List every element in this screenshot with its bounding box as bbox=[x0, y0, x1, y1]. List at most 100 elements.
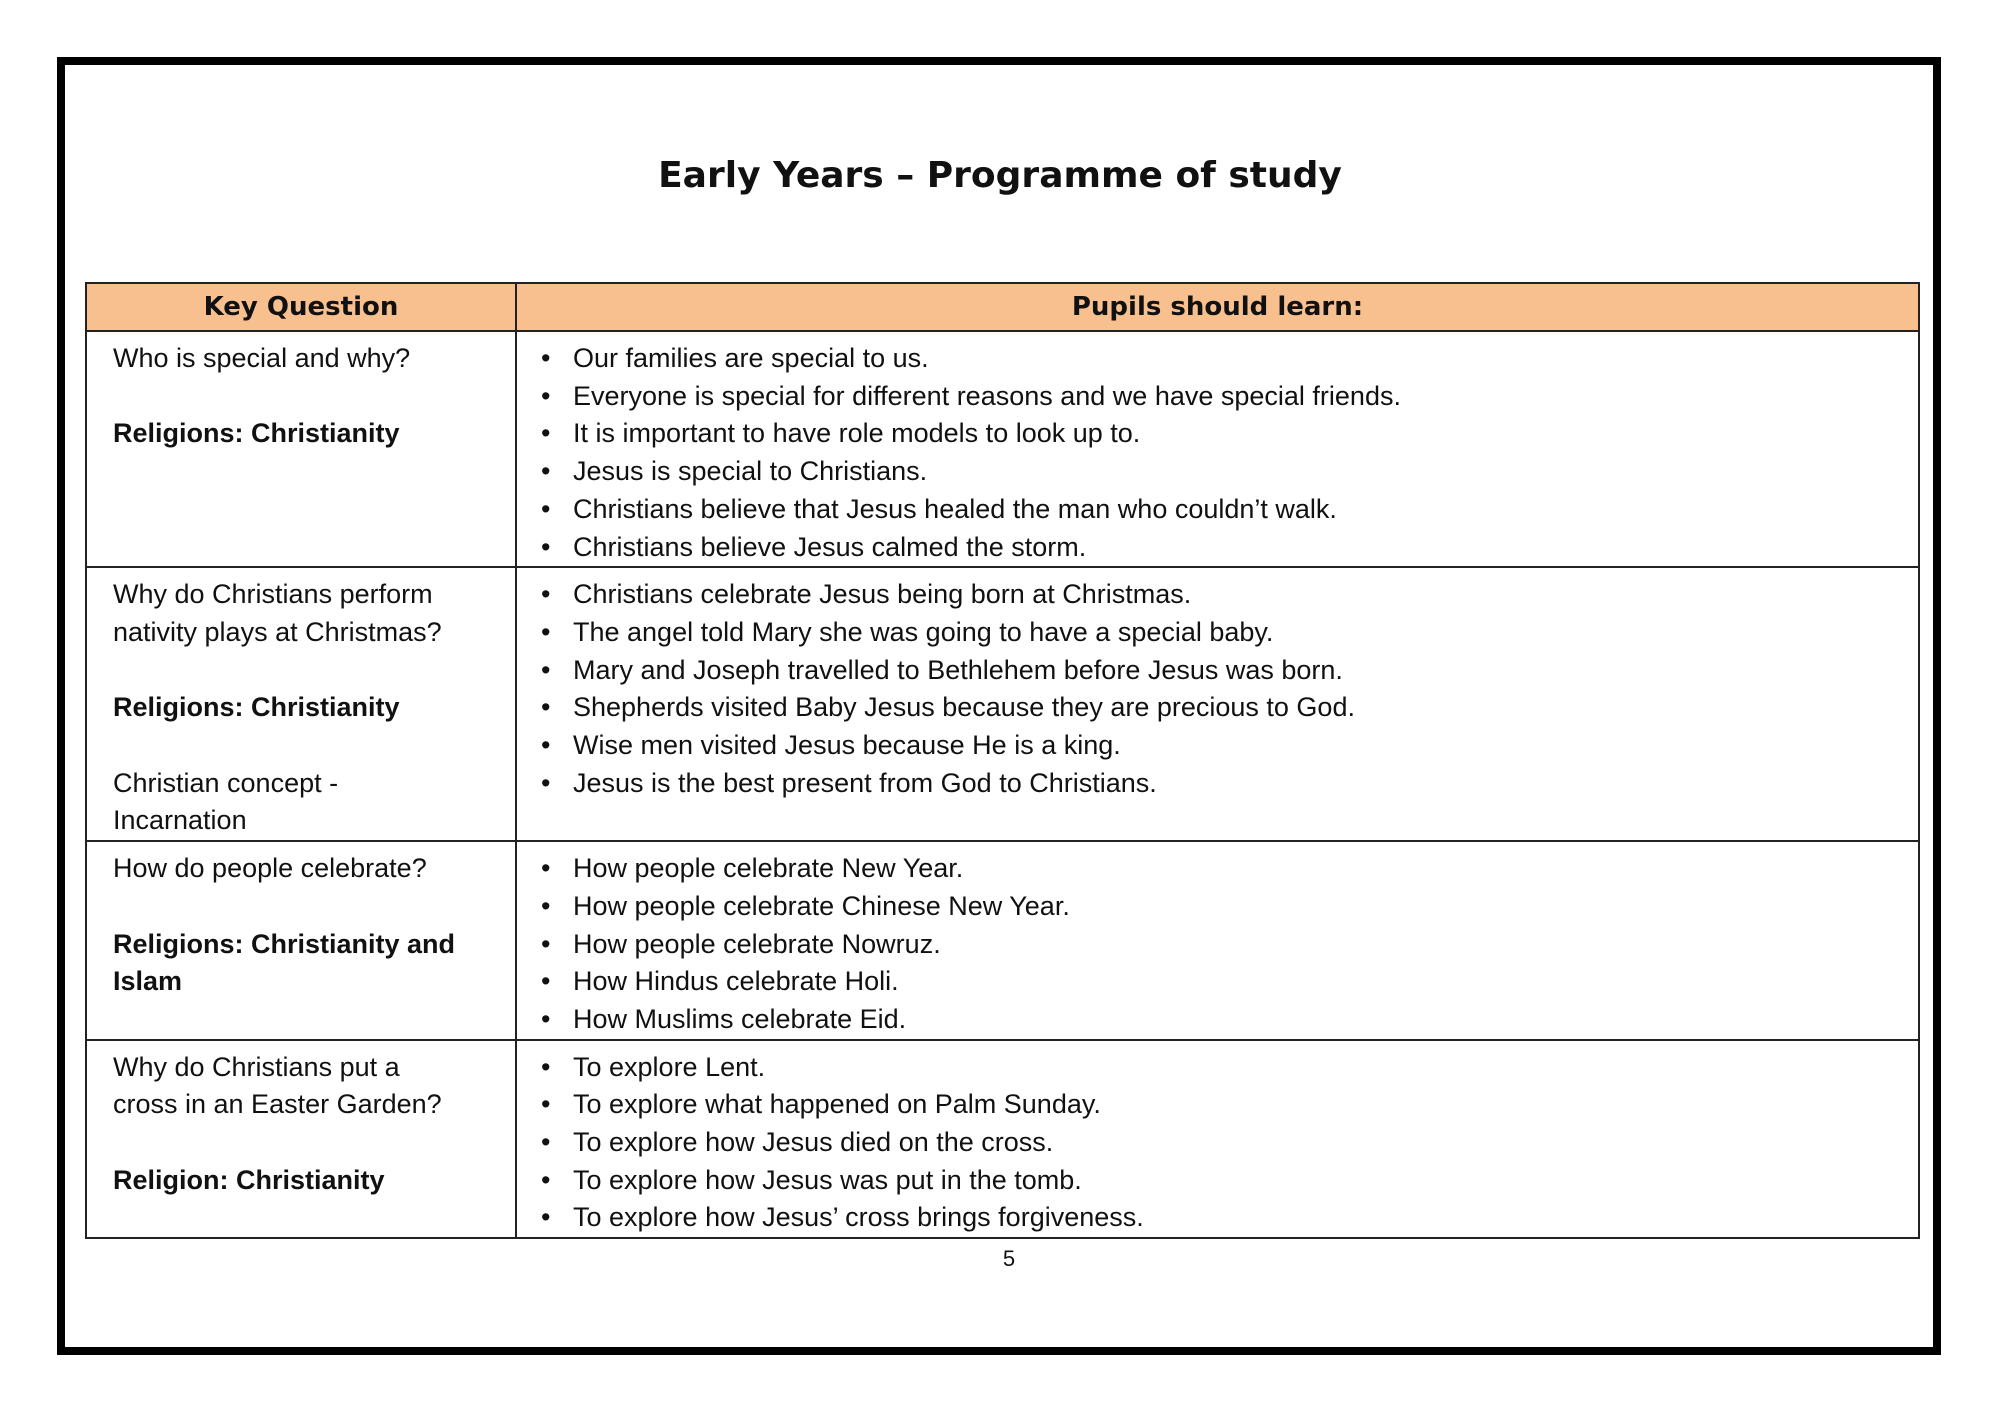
learning-item: • To explore what happened on Palm Sunday… bbox=[517, 1086, 1918, 1124]
learning-item: • Our families are special to us. bbox=[517, 340, 1918, 378]
learning-text: To explore Lent. bbox=[573, 1051, 766, 1082]
bullet-icon: • bbox=[541, 767, 551, 798]
key-question-line: cross in an Easter Garden? bbox=[113, 1089, 442, 1120]
learning-item: • Everyone is special for different reaso… bbox=[517, 378, 1918, 416]
religion-label: Religions: Christianity bbox=[113, 692, 400, 723]
bullet-icon: • bbox=[541, 730, 551, 761]
learning-item: • Jesus is the best present from God to C… bbox=[517, 765, 1918, 803]
learning-item: • It is important to have role models to … bbox=[517, 415, 1918, 453]
learning-cell: • To explore Lent. • To explore what happen… bbox=[515, 1038, 1920, 1240]
learning-text: To explore what happened on Palm Sunday. bbox=[573, 1089, 1101, 1120]
learning-list: • Christians celebrate Jesus being born a… bbox=[517, 576, 1918, 802]
learning-item: • The angel told Mary she was going to ha… bbox=[517, 614, 1918, 652]
bullet-icon: • bbox=[541, 1164, 551, 1195]
header-key-question: Key Question bbox=[85, 282, 517, 332]
key-question-cell: Who is special and why? Religions: Christ… bbox=[85, 329, 517, 569]
key-question-line: How do people celebrate? bbox=[113, 853, 427, 884]
table-row: How do people celebrate? Religions: Chris… bbox=[85, 840, 1920, 1041]
header-row: Key Question Pupils should learn: bbox=[85, 282, 1920, 332]
learning-text: Christians believe that Jesus healed the… bbox=[573, 493, 1337, 524]
bullet-icon: • bbox=[541, 343, 551, 373]
learning-item: • To explore how Jesus was put in the tom… bbox=[517, 1162, 1918, 1200]
spacer bbox=[113, 888, 515, 926]
learning-text: To explore how Jesus’ cross brings forgi… bbox=[573, 1202, 1144, 1233]
table-row: Why do Christians put a cross in an Easte… bbox=[85, 1038, 1920, 1240]
spacer bbox=[113, 1124, 515, 1162]
learning-item: • Wise men visited Jesus because He is a … bbox=[517, 727, 1918, 765]
learning-text: How people celebrate Nowruz. bbox=[573, 928, 941, 959]
learning-text: How Hindus celebrate Holi. bbox=[573, 966, 899, 997]
bullet-icon: • bbox=[541, 579, 551, 610]
religion-label: Islam bbox=[113, 966, 183, 997]
learning-cell: • Our families are special to us. • Everyon… bbox=[515, 329, 1920, 569]
concept-line: Incarnation bbox=[113, 805, 247, 836]
bullet-icon: • bbox=[541, 1051, 551, 1082]
bullet-icon: • bbox=[541, 380, 551, 411]
page-border bbox=[57, 57, 1941, 1355]
learning-cell: • How people celebrate New Year. • How peop… bbox=[515, 840, 1920, 1041]
learning-item: • To explore Lent. bbox=[517, 1049, 1918, 1087]
bullet-icon: • bbox=[541, 692, 551, 723]
learning-text: Jesus is special to Christians. bbox=[573, 456, 928, 487]
learning-item: • How people celebrate New Year. bbox=[517, 850, 1918, 888]
page-number: 5 bbox=[1002, 1246, 1016, 1271]
learning-text: The angel told Mary she was going to hav… bbox=[573, 616, 1274, 647]
religion-label: Religions: Christianity and bbox=[113, 928, 456, 959]
bullet-icon: • bbox=[541, 966, 551, 997]
learning-item: • Shepherds visited Baby Jesus because th… bbox=[517, 689, 1918, 727]
bullet-icon: • bbox=[541, 456, 551, 487]
key-question-line: nativity plays at Christmas? bbox=[113, 616, 442, 647]
learning-text: To explore how Jesus was put in the tomb… bbox=[573, 1164, 1082, 1195]
learning-item: • How people celebrate Chinese New Year. bbox=[517, 888, 1918, 926]
religion-label: Religion: Christianity bbox=[113, 1164, 385, 1195]
bullet-icon: • bbox=[541, 853, 551, 884]
learning-text: It is important to have role models to l… bbox=[573, 418, 1141, 449]
learning-text: Shepherds visited Baby Jesus because the… bbox=[573, 692, 1355, 723]
spacer bbox=[113, 378, 515, 416]
spacer bbox=[113, 727, 515, 765]
key-question-line: Why do Christians perform bbox=[113, 579, 433, 610]
page-title: Early Years – Programme of study bbox=[658, 155, 1342, 196]
learning-item: • Christians celebrate Jesus being born a… bbox=[517, 576, 1918, 614]
learning-text: Christians believe Jesus calmed the stor… bbox=[573, 531, 1087, 562]
learning-text: Our families are special to us. bbox=[573, 343, 929, 373]
bullet-icon: • bbox=[541, 616, 551, 647]
learning-item: • How Hindus celebrate Holi. bbox=[517, 963, 1918, 1001]
learning-text: How people celebrate New Year. bbox=[573, 853, 964, 884]
programme-table: Key Question Pupils should learn: Who is… bbox=[85, 282, 1920, 1240]
bullet-icon: • bbox=[541, 1202, 551, 1233]
learning-item: • Jesus is special to Christians. bbox=[517, 453, 1918, 491]
learning-item: • Christians believe that Jesus healed th… bbox=[517, 491, 1918, 529]
learning-cell: • Christians celebrate Jesus being born a… bbox=[515, 566, 1920, 843]
learning-list: • How people celebrate New Year. • How peop… bbox=[517, 850, 1918, 1039]
key-question-cell: How do people celebrate? Religions: Chris… bbox=[85, 840, 517, 1041]
bullet-icon: • bbox=[541, 890, 551, 921]
learning-text: How people celebrate Chinese New Year. bbox=[573, 890, 1070, 921]
bullet-icon: • bbox=[541, 418, 551, 449]
key-question-line: Why do Christians put a bbox=[113, 1051, 400, 1082]
table-row: Who is special and why? Religions: Christ… bbox=[85, 329, 1920, 569]
bullet-icon: • bbox=[541, 531, 551, 562]
learning-text: How Muslims celebrate Eid. bbox=[573, 1003, 907, 1034]
spacer bbox=[113, 652, 515, 690]
learning-text: Jesus is the best present from God to Ch… bbox=[573, 767, 1157, 798]
table-row: Why do Christians perform nativity plays … bbox=[85, 566, 1920, 843]
learning-list: • Our families are special to us. • Everyon… bbox=[517, 340, 1918, 566]
learning-item: • Mary and Joseph travelled to Bethlehem … bbox=[517, 652, 1918, 690]
key-question-cell: Why do Christians put a cross in an Easte… bbox=[85, 1038, 517, 1240]
bullet-icon: • bbox=[541, 1089, 551, 1120]
bullet-icon: • bbox=[541, 928, 551, 959]
learning-list: • To explore Lent. • To explore what happen… bbox=[517, 1049, 1918, 1238]
concept-line: Christian concept - bbox=[113, 767, 339, 798]
learning-text: Christians celebrate Jesus being born at… bbox=[573, 579, 1192, 610]
header-pupils-should-learn: Pupils should learn: bbox=[515, 282, 1920, 332]
bullet-icon: • bbox=[541, 654, 551, 685]
learning-text: To explore how Jesus died on the cross. bbox=[573, 1127, 1054, 1158]
learning-item: • How Muslims celebrate Eid. bbox=[517, 1001, 1918, 1039]
bullet-icon: • bbox=[541, 1127, 551, 1158]
learning-item: • Christians believe Jesus calmed the sto… bbox=[517, 529, 1918, 567]
learning-item: • To explore how Jesus died on the cross. bbox=[517, 1124, 1918, 1162]
learning-item: • How people celebrate Nowruz. bbox=[517, 926, 1918, 964]
bullet-icon: • bbox=[541, 1003, 551, 1034]
key-question-line: Who is special and why? bbox=[113, 343, 411, 373]
